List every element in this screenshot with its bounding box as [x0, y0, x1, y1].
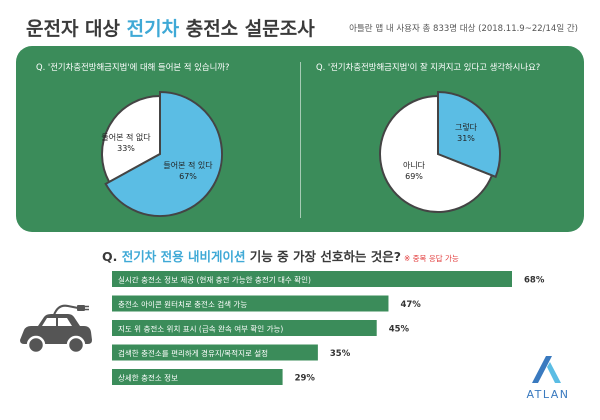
bar-value-5: 29%	[295, 374, 316, 384]
pie2-label-1: 그렇다	[455, 122, 478, 132]
title-accent: 전기차	[126, 18, 180, 40]
bar-value-1: 68%	[524, 276, 545, 286]
pie1-pct-1: 67%	[179, 172, 197, 181]
pie1-pct-2: 33%	[117, 144, 135, 153]
pie2-label-2: 아니다	[403, 160, 426, 170]
bar-category-1: 실시간 충전소 정보 제공 (현재 충전 가능한 충전기 대수 확인)	[118, 275, 311, 285]
pie2-pct-2: 69%	[405, 172, 423, 181]
bar-question: Q. 전기차 전용 내비게이션 기능 중 가장 선호하는 것은? ※ 중복 응답 …	[102, 246, 459, 265]
atlan-logo-icon	[532, 356, 561, 383]
multiple-answer-note: ※ 중복 응답 가능	[403, 254, 459, 263]
pie1-label-2: 들어본 적 없다	[101, 132, 151, 142]
logo-text: ATLAN	[526, 388, 570, 401]
pie2-pct-1: 31%	[457, 134, 475, 143]
bar-5	[112, 369, 283, 385]
bar-question-post: 기능 중 가장 선호하는 것은?	[245, 249, 401, 264]
pie1-slice-1	[104, 90, 223, 217]
pie-panel: Q. '전기차충전방해금지법'에 대해 들어본 적 있습니까? Q. '전기차충…	[16, 46, 584, 232]
bar-question-pre: Q.	[102, 249, 122, 264]
bar-4	[112, 344, 318, 361]
pie1-slice-2	[101, 94, 161, 184]
bar-question-accent: 전기차 전용 내비게이션	[121, 249, 246, 264]
pie-chart-2: 그렇다 31% 아니다 69%	[379, 90, 501, 213]
pie1-question: Q. '전기차충전방해금지법'에 대해 들어본 적 있습니까?	[36, 62, 230, 72]
pie-chart-1: 들어본 적 있다 67% 들어본 적 없다 33%	[101, 90, 223, 217]
survey-subtitle: 아틀란 맵 내 사용자 총 833명 대상 (2018.11.9~22/14일 …	[349, 24, 578, 34]
bar-value-3: 45%	[389, 325, 410, 335]
bar-3	[112, 320, 377, 336]
bar-value-2: 47%	[400, 300, 421, 310]
pie2-question: Q. '전기차충전방해금지법'이 잘 지켜지고 있다고 생각하시나요?	[316, 62, 541, 72]
bar-1	[112, 271, 512, 287]
bar-category-5: 상세한 충전소 정보	[118, 373, 178, 383]
title-pre: 운전자 대상	[26, 18, 127, 40]
atlan-logo: ATLAN	[513, 354, 583, 401]
panel-divider	[300, 62, 301, 218]
electric-car-icon	[20, 304, 92, 355]
pie1-label-1: 들어본 적 있다	[163, 160, 213, 170]
bar-value-4: 35%	[330, 349, 351, 359]
bar-2	[112, 295, 389, 312]
bar-category-3: 지도 위 충전소 위치 표시 (급속 완속 여부 확인 가능)	[118, 324, 283, 334]
page-title: 운전자 대상 전기차 충전소 설문조사	[26, 14, 315, 41]
pie2-slice-1	[437, 90, 501, 179]
bar-category-2: 충전소 아이콘 원터치로 충전소 검색 가능	[118, 299, 247, 309]
bar-category-4: 검색한 충전소를 편리하게 경유지/목적지로 설정	[118, 348, 268, 358]
title-post: 충전소 설문조사	[179, 18, 315, 40]
pie2-slice-2	[379, 94, 494, 213]
